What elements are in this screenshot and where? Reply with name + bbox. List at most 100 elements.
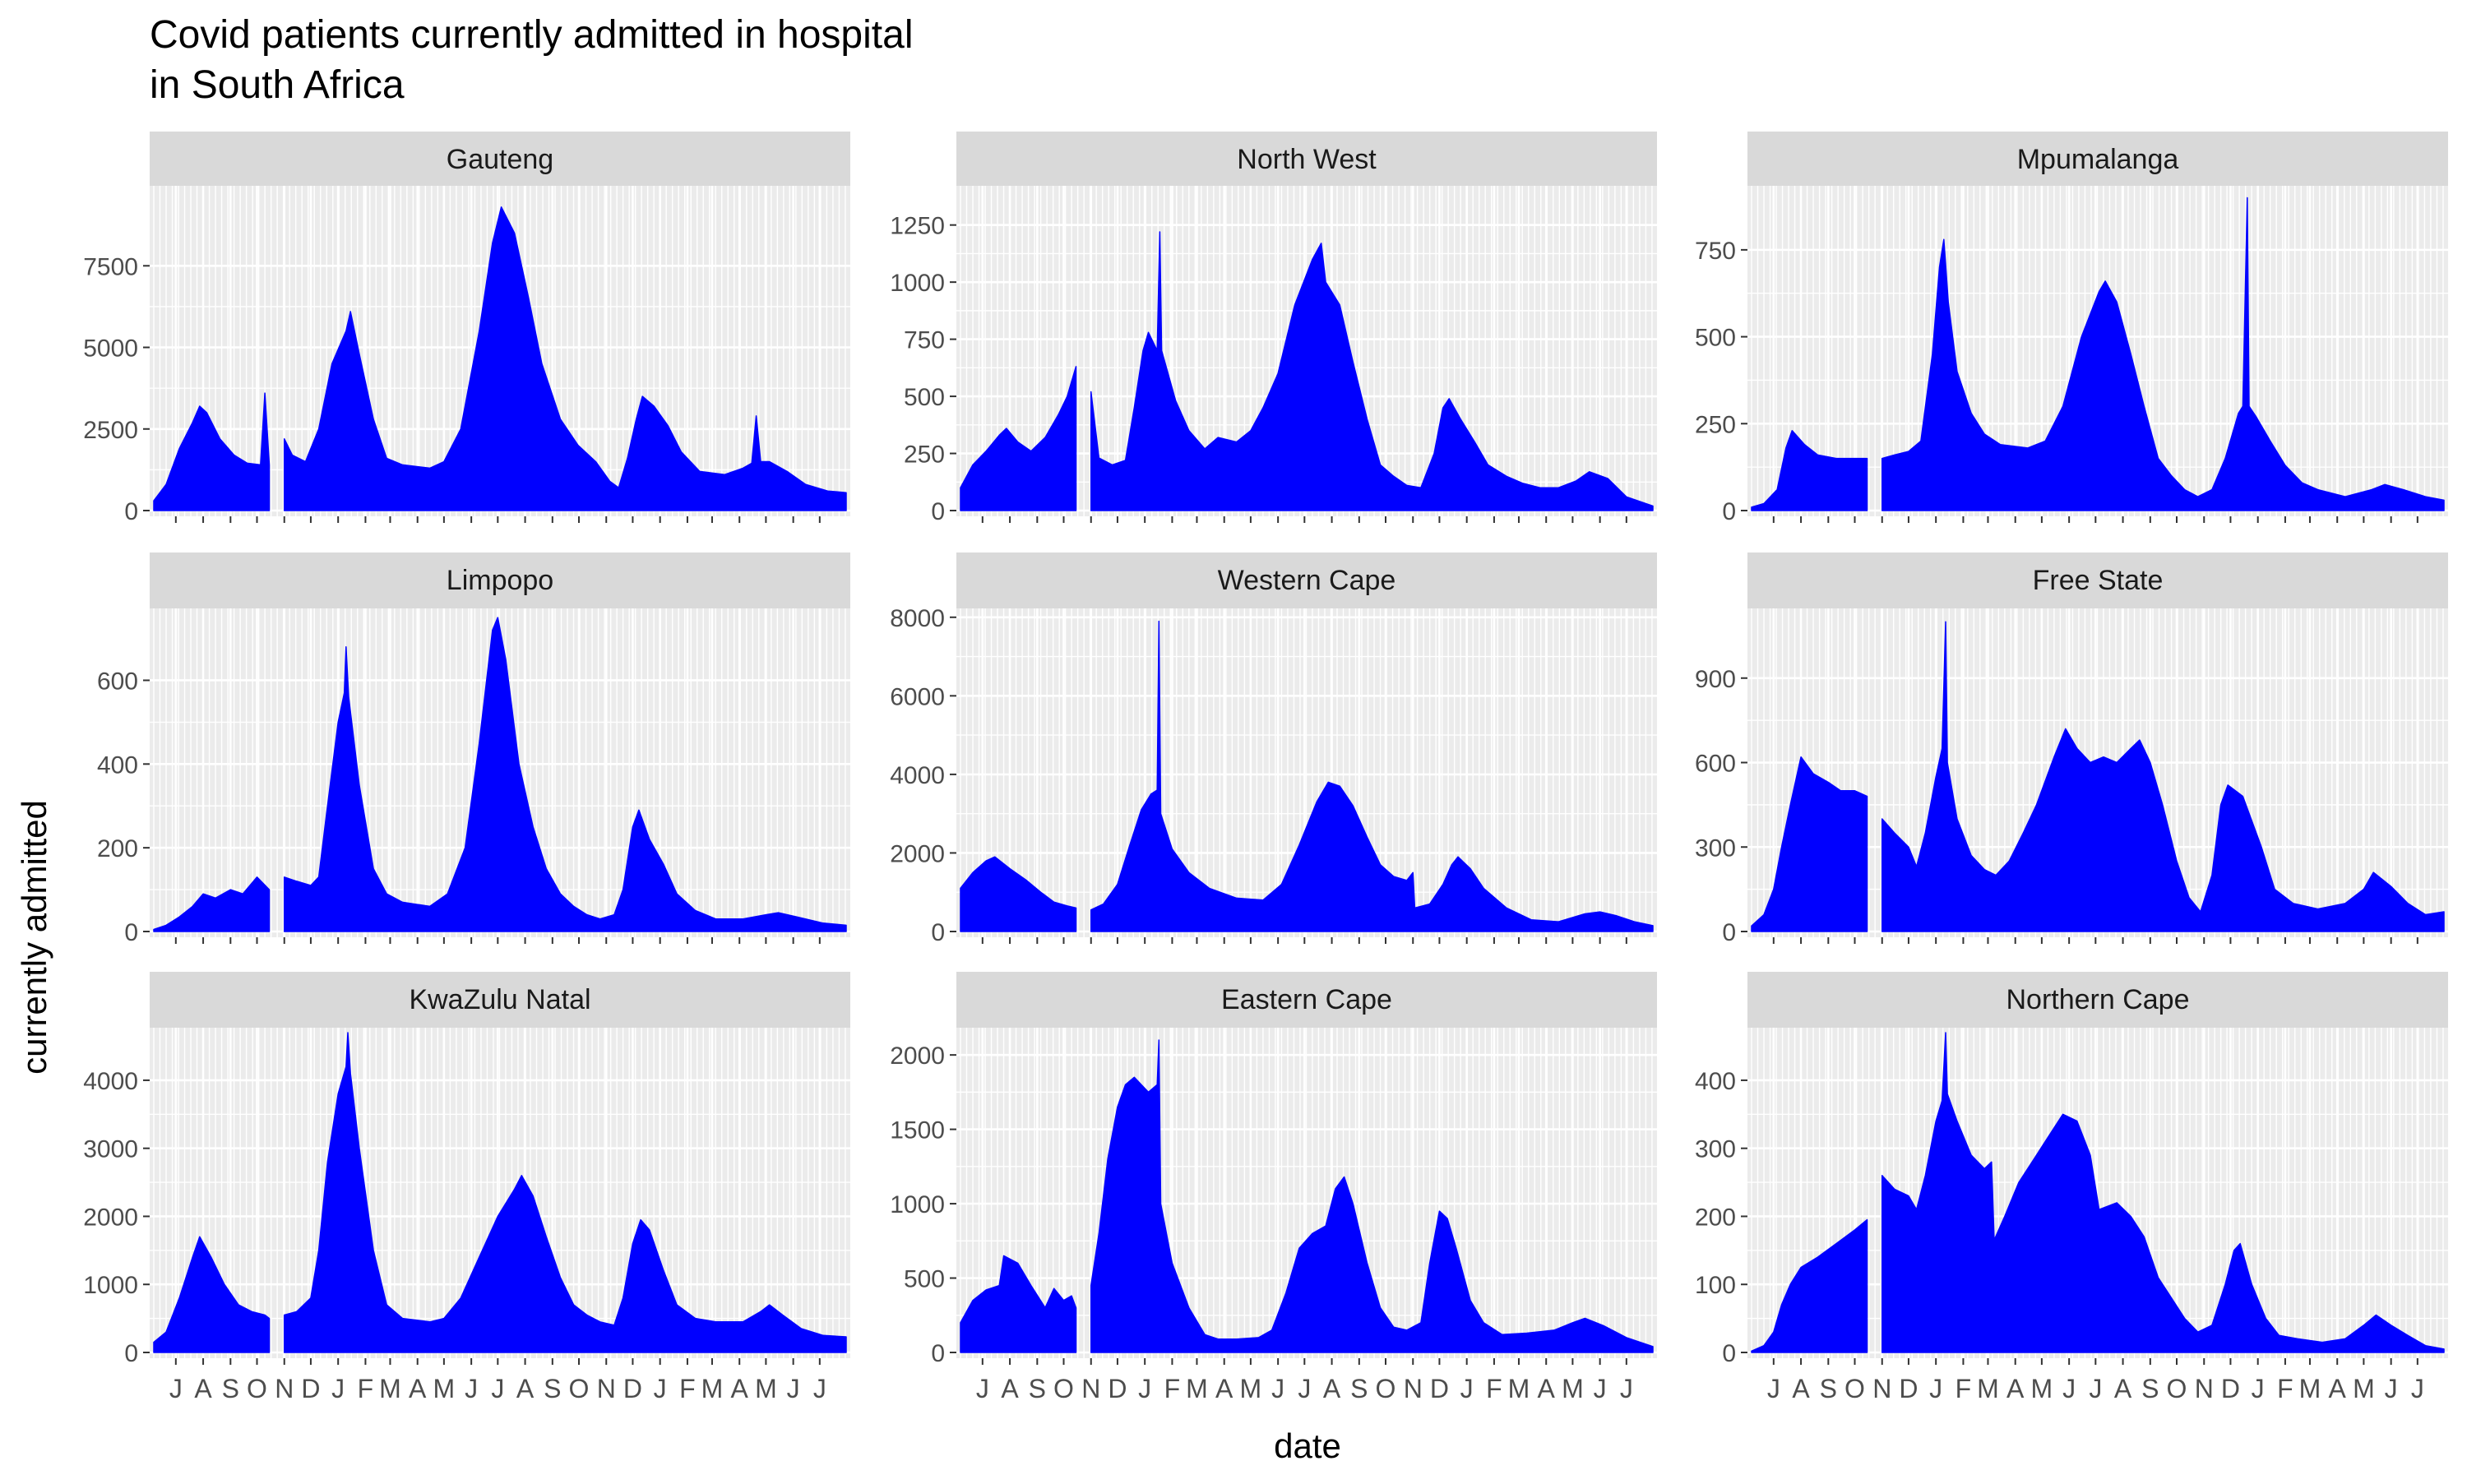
x-tick-label: A (409, 1374, 427, 1403)
x-tick-label: O (2167, 1374, 2187, 1403)
y-tick-label: 400 (1695, 1068, 1736, 1095)
data-area (1751, 1218, 1868, 1353)
x-tick-label: S (544, 1374, 561, 1403)
x-tick-label: J (331, 1374, 345, 1403)
data-area (960, 366, 1077, 511)
x-tick-label: F (1956, 1374, 1972, 1403)
x-tick-label: J (491, 1374, 504, 1403)
x-tick-label: J (1620, 1374, 1633, 1403)
x-tick-label: N (1081, 1374, 1100, 1403)
x-tick-label: F (2277, 1374, 2293, 1403)
y-tick-label: 4000 (83, 1068, 138, 1095)
x-tick-label: O (569, 1374, 590, 1403)
x-tick-label: J (2411, 1374, 2424, 1403)
y-tick-label: 750 (1695, 238, 1736, 265)
data-area (960, 856, 1077, 932)
facet-strip-label: Limpopo (447, 565, 553, 596)
y-tick-label: 0 (1722, 919, 1736, 946)
y-tick-label: 2000 (83, 1204, 138, 1231)
y-tick-label: 300 (1695, 834, 1736, 862)
x-tick-label: A (1538, 1374, 1556, 1403)
facet-strip-label: North West (1237, 144, 1377, 175)
x-tick-label: J (1298, 1374, 1311, 1403)
x-tick-label: J (787, 1374, 800, 1403)
y-tick-label: 0 (931, 498, 945, 525)
x-tick-label: F (679, 1374, 696, 1403)
x-tick-label: A (1323, 1374, 1341, 1403)
y-tick-label: 5000 (83, 335, 138, 363)
facet-free-state: Free State 0 300 600 900 (1695, 552, 2448, 946)
y-tick-label: 500 (1695, 325, 1736, 352)
y-tick-label: 0 (931, 1340, 945, 1367)
facet-strip-label: Gauteng (447, 144, 553, 175)
chart-title-line-2: in South Africa (150, 63, 405, 107)
y-tick-label: 4000 (890, 762, 945, 789)
x-tick-label: D (1108, 1374, 1127, 1403)
facet-strip (1747, 132, 2448, 186)
x-tick-label: N (275, 1374, 294, 1403)
y-tick-label: 0 (124, 1340, 138, 1367)
x-tick-label: J (2385, 1374, 2398, 1403)
y-tick-label: 1250 (890, 213, 945, 240)
x-tick-label: J (1929, 1374, 1942, 1403)
y-tick-label: 600 (1695, 751, 1736, 778)
x-tick-label: J (976, 1374, 989, 1403)
x-tick-label: D (1899, 1374, 1918, 1403)
y-tick-label: 1000 (890, 270, 945, 297)
x-tick-label: A (2329, 1374, 2347, 1403)
data-area (1090, 231, 1654, 511)
x-tick-label: O (1844, 1374, 1865, 1403)
x-tick-label: S (1029, 1374, 1046, 1403)
data-area (153, 876, 271, 932)
chart-title-line-1: Covid patients currently admitted in hos… (150, 13, 913, 57)
x-tick-label: O (1053, 1374, 1074, 1403)
y-tick-label: 500 (904, 1266, 945, 1293)
data-area (283, 206, 847, 511)
x-tick-label: D (2221, 1374, 2240, 1403)
y-tick-label: 7500 (83, 253, 138, 280)
data-area (1751, 430, 1868, 511)
x-tick-label: N (2195, 1374, 2214, 1403)
y-tick-label: 2000 (890, 1042, 945, 1070)
facet-western-cape: Western Cape 0 2000 4000 6000 8000 (890, 552, 1657, 946)
x-tick-label: J (1460, 1374, 1474, 1403)
facet-strip-label: KwaZulu Natal (409, 984, 590, 1015)
data-area (1881, 621, 2445, 932)
x-tick-label: M (433, 1374, 456, 1403)
x-tick-label: M (701, 1374, 724, 1403)
y-tick-label: 250 (904, 442, 945, 469)
x-tick-label: M (755, 1374, 777, 1403)
x-tick-label: J (2252, 1374, 2265, 1403)
x-tick-label: M (379, 1374, 401, 1403)
facet-limpopo: Limpopo 0 200 400 600 (97, 552, 850, 946)
y-tick-label: 0 (1722, 1340, 1736, 1367)
x-axis-label: date (1274, 1426, 1341, 1465)
facet-strip (150, 132, 850, 186)
x-tick-label: D (1430, 1374, 1449, 1403)
y-tick-label: 900 (1695, 666, 1736, 693)
facet-strip (150, 972, 850, 1028)
y-tick-label: 500 (904, 384, 945, 411)
x-tick-label: A (1792, 1374, 1810, 1403)
y-tick-label: 0 (931, 919, 945, 946)
facet-strip (956, 552, 1657, 608)
data-area (1090, 620, 1654, 932)
x-tick-label: A (1001, 1374, 1019, 1403)
data-area (283, 617, 847, 932)
y-tick-label: 2500 (83, 417, 138, 444)
x-tick-label: M (1240, 1374, 1262, 1403)
data-area (1881, 1032, 2445, 1353)
x-tick-label: A (2114, 1374, 2132, 1403)
x-tick-label: J (2089, 1374, 2102, 1403)
x-tick-label: O (1376, 1374, 1396, 1403)
x-tick-label: M (2353, 1374, 2375, 1403)
y-tick-label: 100 (1695, 1272, 1736, 1299)
facet-strip-label: Mpumalanga (2017, 144, 2179, 175)
x-tick-label: N (1872, 1374, 1891, 1403)
facet-strip (1747, 972, 2448, 1028)
